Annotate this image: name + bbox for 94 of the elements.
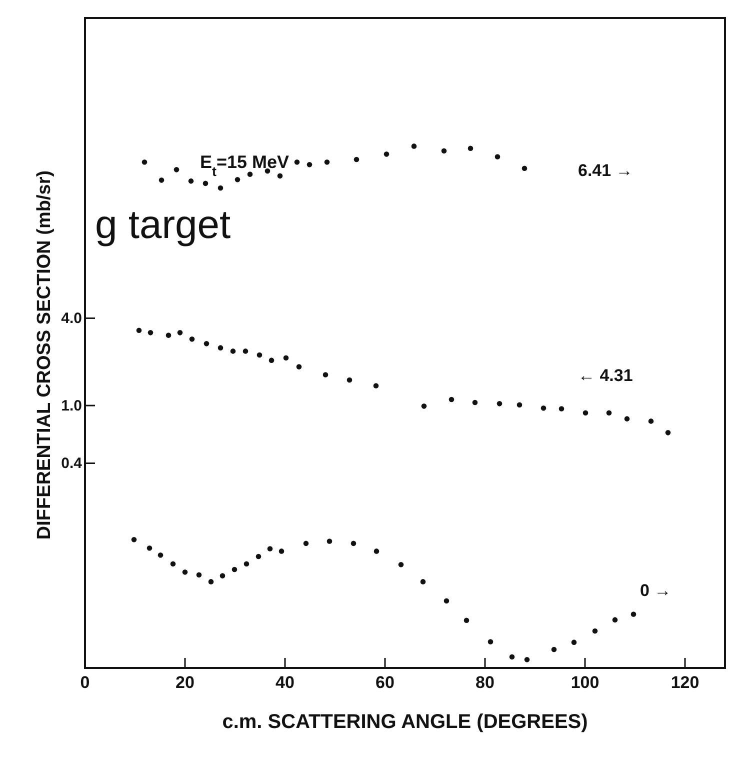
point: [612, 617, 618, 622]
point: [524, 657, 530, 662]
point: [158, 178, 164, 183]
point: [665, 430, 671, 436]
point: [218, 345, 224, 350]
point: [136, 328, 142, 333]
y-tick-label: 0.4: [61, 455, 83, 472]
point: [624, 416, 630, 422]
point: [420, 579, 426, 584]
point: [468, 146, 474, 152]
point: [142, 159, 148, 165]
point: [267, 546, 273, 552]
point: [516, 402, 522, 408]
point: [571, 640, 577, 645]
point: [204, 341, 210, 346]
y-tick-label: 4.0: [61, 310, 82, 328]
point: [232, 566, 238, 572]
point: [606, 410, 612, 416]
point: [558, 406, 564, 412]
point: [306, 162, 312, 168]
point: [496, 401, 502, 406]
point: [384, 152, 390, 157]
point: [472, 400, 478, 406]
point: [350, 540, 356, 546]
annotation: ← 4.31: [578, 366, 633, 385]
x-axis-title: c.m. SCATTERING ANGLE (DEGREES): [222, 711, 588, 733]
point: [522, 166, 528, 171]
point: [421, 404, 427, 409]
point: [158, 552, 164, 558]
point: [540, 405, 546, 411]
y-tick-label: 1.0: [61, 397, 82, 414]
point: [220, 573, 226, 578]
annotation: E$_{t}$=15 MeV: [200, 152, 290, 178]
point: [444, 598, 450, 604]
point: [582, 410, 588, 416]
point: [354, 156, 360, 162]
point: [326, 538, 332, 544]
point: [264, 168, 270, 174]
point: [373, 383, 379, 388]
point: [148, 330, 154, 336]
point: [303, 540, 309, 546]
point: [189, 336, 195, 342]
point: [509, 654, 515, 660]
point: [346, 377, 352, 383]
x-tick-label: 0: [80, 673, 90, 692]
point: [242, 348, 248, 354]
point: [551, 646, 557, 652]
point: [146, 545, 152, 551]
x-tick-label: 100: [570, 673, 600, 692]
point: [256, 352, 262, 358]
point: [166, 332, 172, 338]
point: [322, 372, 328, 378]
point: [324, 159, 330, 165]
point: [177, 330, 183, 336]
point: [188, 178, 194, 184]
x-tick-label: 40: [276, 673, 294, 692]
point: [278, 548, 284, 554]
point: [411, 144, 417, 149]
annotation: g target: [95, 203, 231, 247]
y-axis-title: DIFFERENTIAL CROSS SECTION (mb/sr): [34, 170, 55, 540]
annotation: 6.41 →: [578, 161, 633, 180]
point: [268, 358, 274, 363]
point: [296, 364, 302, 370]
point: [374, 548, 380, 554]
point: [283, 355, 289, 361]
point: [196, 572, 202, 578]
point: [230, 348, 236, 354]
point: [182, 570, 188, 575]
annotation: 0 →: [640, 581, 672, 600]
point: [244, 561, 250, 566]
point: [131, 536, 137, 542]
point: [234, 177, 240, 182]
point: [277, 173, 283, 179]
point: [464, 618, 470, 624]
point: [592, 628, 598, 634]
x-tick-label: 60: [376, 673, 394, 692]
point: [218, 185, 224, 191]
point: [398, 562, 404, 568]
point: [208, 579, 214, 584]
point: [488, 639, 494, 644]
point: [247, 172, 253, 177]
point: [648, 418, 654, 424]
x-tick-label: 20: [176, 673, 194, 692]
point: [494, 154, 500, 160]
point: [294, 159, 300, 165]
point: [448, 396, 454, 402]
point: [441, 148, 447, 154]
point: [174, 167, 180, 172]
x-tick-label: 80: [476, 673, 494, 692]
point: [256, 554, 262, 560]
point: [170, 561, 176, 566]
point: [202, 180, 208, 186]
x-tick-label: 120: [670, 673, 700, 692]
point: [630, 612, 636, 617]
